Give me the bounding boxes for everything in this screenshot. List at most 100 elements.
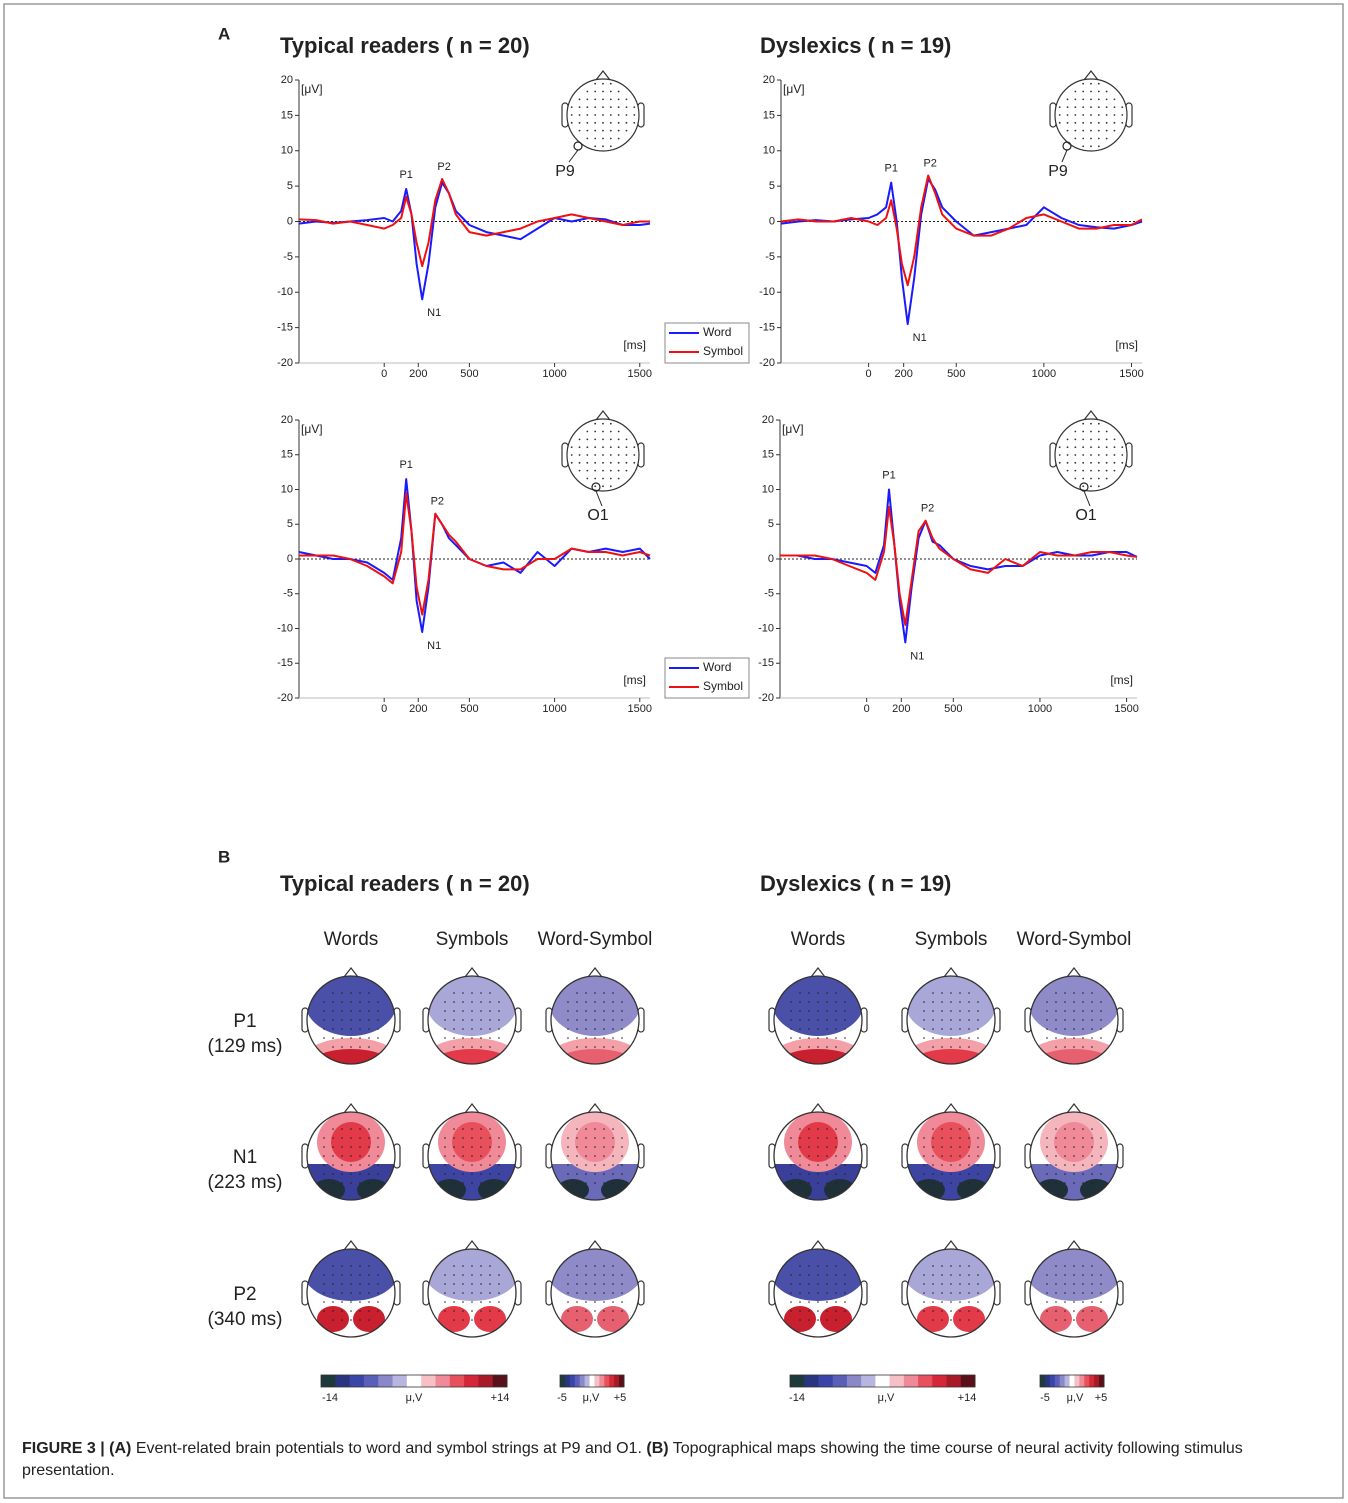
electrode-dot (799, 1037, 801, 1039)
electrode-dot (1074, 106, 1077, 109)
electrode-dot (959, 1028, 961, 1030)
electrode-dot (602, 82, 604, 85)
electrode-dot (594, 461, 597, 464)
electrode-dot (1046, 1028, 1048, 1030)
electrode-dot (359, 1283, 361, 1285)
electrode-dot (1082, 129, 1085, 132)
electrode-dot (594, 1037, 596, 1039)
electrode-dot (826, 1155, 828, 1157)
electrode-dot (594, 121, 597, 124)
electrode-dot (586, 461, 589, 464)
electrode-dot (453, 1265, 455, 1267)
electrode-dot (1082, 1146, 1084, 1148)
electrode-dot (817, 1292, 819, 1294)
electrode-dot (808, 1274, 810, 1276)
electrode-dot (1064, 1265, 1066, 1267)
electrode-dot (576, 1001, 578, 1003)
electrode-dot (1097, 82, 1100, 85)
electrode-dot (1073, 1274, 1075, 1276)
topo-region (1080, 1179, 1112, 1200)
peak-label: P2 (437, 161, 450, 173)
electrode-dot (835, 1028, 837, 1030)
electrode-dot (612, 1173, 614, 1175)
electrode-dot (359, 1128, 361, 1130)
electrode-dot (790, 1164, 792, 1166)
electrode-dot (578, 106, 581, 109)
electrode-dot (368, 1001, 370, 1003)
topo-outline (306, 1248, 396, 1338)
electrode-dot (968, 1028, 970, 1030)
electrode-dot (1097, 98, 1100, 101)
electrode-dot (923, 1173, 925, 1175)
colorbar-label: -5 (557, 1392, 567, 1404)
electrode-dot (462, 1310, 464, 1312)
electrode-dot (444, 1037, 446, 1039)
electrode-dot (586, 477, 589, 480)
electrode-dot (941, 1010, 943, 1012)
topo-outline (1029, 1248, 1119, 1338)
electrode-dot (586, 446, 589, 449)
electrode-dot (489, 1319, 491, 1321)
electrode-dot (453, 1146, 455, 1148)
electrode-dot (359, 1001, 361, 1003)
electrode-dot (1105, 454, 1108, 456)
electrode-dot (799, 1137, 801, 1139)
electrode-dot (1100, 1301, 1102, 1303)
caption-label: (A) (109, 1440, 132, 1457)
electrode-dot (471, 1265, 473, 1267)
electrode-dot (377, 1001, 379, 1003)
figure-border (3, 3, 1344, 1499)
electrode-dot (341, 1319, 343, 1321)
topo-map (774, 1112, 862, 1200)
series-line (298, 178, 650, 268)
x-tick-label: 0 (381, 703, 387, 715)
colorbar-step (1049, 1375, 1056, 1387)
electrode-dot (1046, 1164, 1048, 1166)
electrode-dot (1055, 1019, 1057, 1021)
electrode-dot (359, 1319, 361, 1321)
electrode-dot (1113, 98, 1116, 101)
electrode-dot (1082, 1319, 1084, 1321)
electrode-dot (1090, 82, 1092, 85)
row-component: P2 (233, 1284, 256, 1305)
electrode-dot (1066, 98, 1069, 101)
electrode-dot (1091, 1173, 1093, 1175)
electrode-dot (1097, 129, 1100, 132)
electrode-dot (323, 1019, 325, 1021)
electrode-dot (1046, 1310, 1048, 1312)
electrode-dot (941, 1319, 943, 1321)
electrode-dot (586, 430, 589, 433)
topo-outline (906, 1111, 996, 1201)
electrode-dot (462, 1028, 464, 1030)
electrode-dot (323, 1283, 325, 1285)
electrode-dot (1091, 1001, 1093, 1003)
electrode-dot (332, 1310, 334, 1312)
electrode-dot (462, 1182, 464, 1184)
electrode-dot (835, 1319, 837, 1321)
colorbar-step (960, 1375, 976, 1387)
electrode-dot (594, 1310, 596, 1312)
electrode-dot (498, 1164, 500, 1166)
topo-region (438, 1306, 470, 1332)
electrode-dot (808, 1265, 810, 1267)
peak-label: P2 (923, 157, 936, 169)
topo-region (575, 1122, 615, 1162)
electrode-dot (844, 1155, 846, 1157)
electrode-dot (808, 1046, 810, 1048)
electrode-dot (480, 1283, 482, 1285)
electrode-dot (1121, 121, 1124, 124)
electrode-dot (585, 1155, 587, 1157)
electrode-dot (489, 1155, 491, 1157)
electrode-dot (1100, 1155, 1102, 1157)
electrode-dot (576, 1283, 578, 1285)
electrode-dot (368, 1155, 370, 1157)
electrode-dot (444, 1283, 446, 1285)
y-unit: [μV] (301, 82, 323, 96)
electrode-dot (585, 1146, 587, 1148)
electrode-dot (603, 1128, 605, 1130)
electrode-dot (567, 1037, 569, 1039)
electrode-dot (817, 1182, 819, 1184)
electrode-dot (1073, 992, 1075, 994)
topo-region (824, 1179, 856, 1200)
electrode-dot (1064, 1001, 1066, 1003)
